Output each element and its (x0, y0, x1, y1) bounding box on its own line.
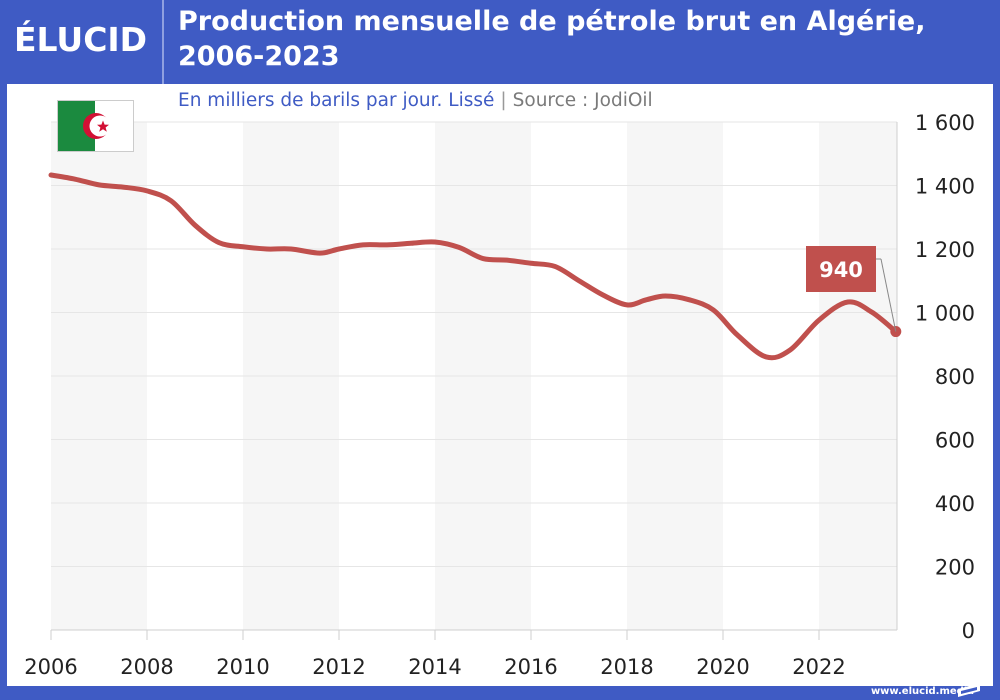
x-axis: 2006 2008 2010 2012 2014 2016 2018 2020 2022 (24, 630, 846, 679)
x-tick-label: 2014 (408, 655, 461, 679)
x-tick-label: 2012 (312, 655, 365, 679)
y-tick-label: 800 (935, 365, 975, 389)
gridlines (51, 121, 898, 631)
footer-url[interactable]: www.elucid.media (870, 686, 974, 697)
header-bar: ÉLUCID Production mensuelle de pétrole b… (0, 0, 1000, 84)
x-tick-label: 2020 (696, 655, 749, 679)
y-tick-label: 1 400 (915, 175, 975, 199)
last-value-callout: 940 (806, 246, 897, 332)
y-tick-label: 400 (935, 492, 975, 516)
source-note: Source : JodiOil (512, 90, 653, 111)
callout-leader (880, 258, 897, 332)
x-tick-label: 2010 (216, 655, 269, 679)
x-tick-label: 2022 (792, 655, 845, 679)
title-line-2: 2006-2023 (178, 41, 340, 72)
y-tick-label: 1 000 (915, 302, 975, 326)
callout-box (806, 246, 876, 292)
unit-note: En milliers de barils par jour. Lissé (178, 90, 495, 111)
algeria-flag-icon (57, 100, 134, 152)
x-tick-label: 2016 (504, 655, 557, 679)
chart-subtitle: En milliers de barils par jour. Lissé | So… (178, 90, 653, 111)
y-tick-label: 200 (935, 556, 975, 580)
crescent-star-icon (83, 113, 111, 139)
elucid-logo: ÉLUCID (14, 20, 148, 59)
callout-value: 940 (819, 258, 863, 282)
y-tick-label: 1 600 (915, 111, 975, 135)
chart-title: Production mensuelle de pétrole brut en … (178, 4, 978, 74)
y-axis: 0 200 400 600 800 1 000 1 200 1 400 1 600 (915, 111, 975, 643)
x-tick-label: 2018 (600, 655, 653, 679)
title-line-1: Production mensuelle de pétrole brut en … (178, 6, 926, 37)
elucid-mark-icon (958, 683, 980, 697)
subtitle-separator: | (500, 90, 507, 111)
x-tick-label: 2006 (24, 655, 77, 679)
y-tick-label: 1 200 (915, 238, 975, 262)
header-divider (162, 0, 164, 84)
series-line (48, 172, 899, 361)
y-tick-label: 600 (935, 429, 975, 453)
x-tick-label: 2008 (120, 655, 173, 679)
y-tick-label: 0 (962, 619, 975, 643)
